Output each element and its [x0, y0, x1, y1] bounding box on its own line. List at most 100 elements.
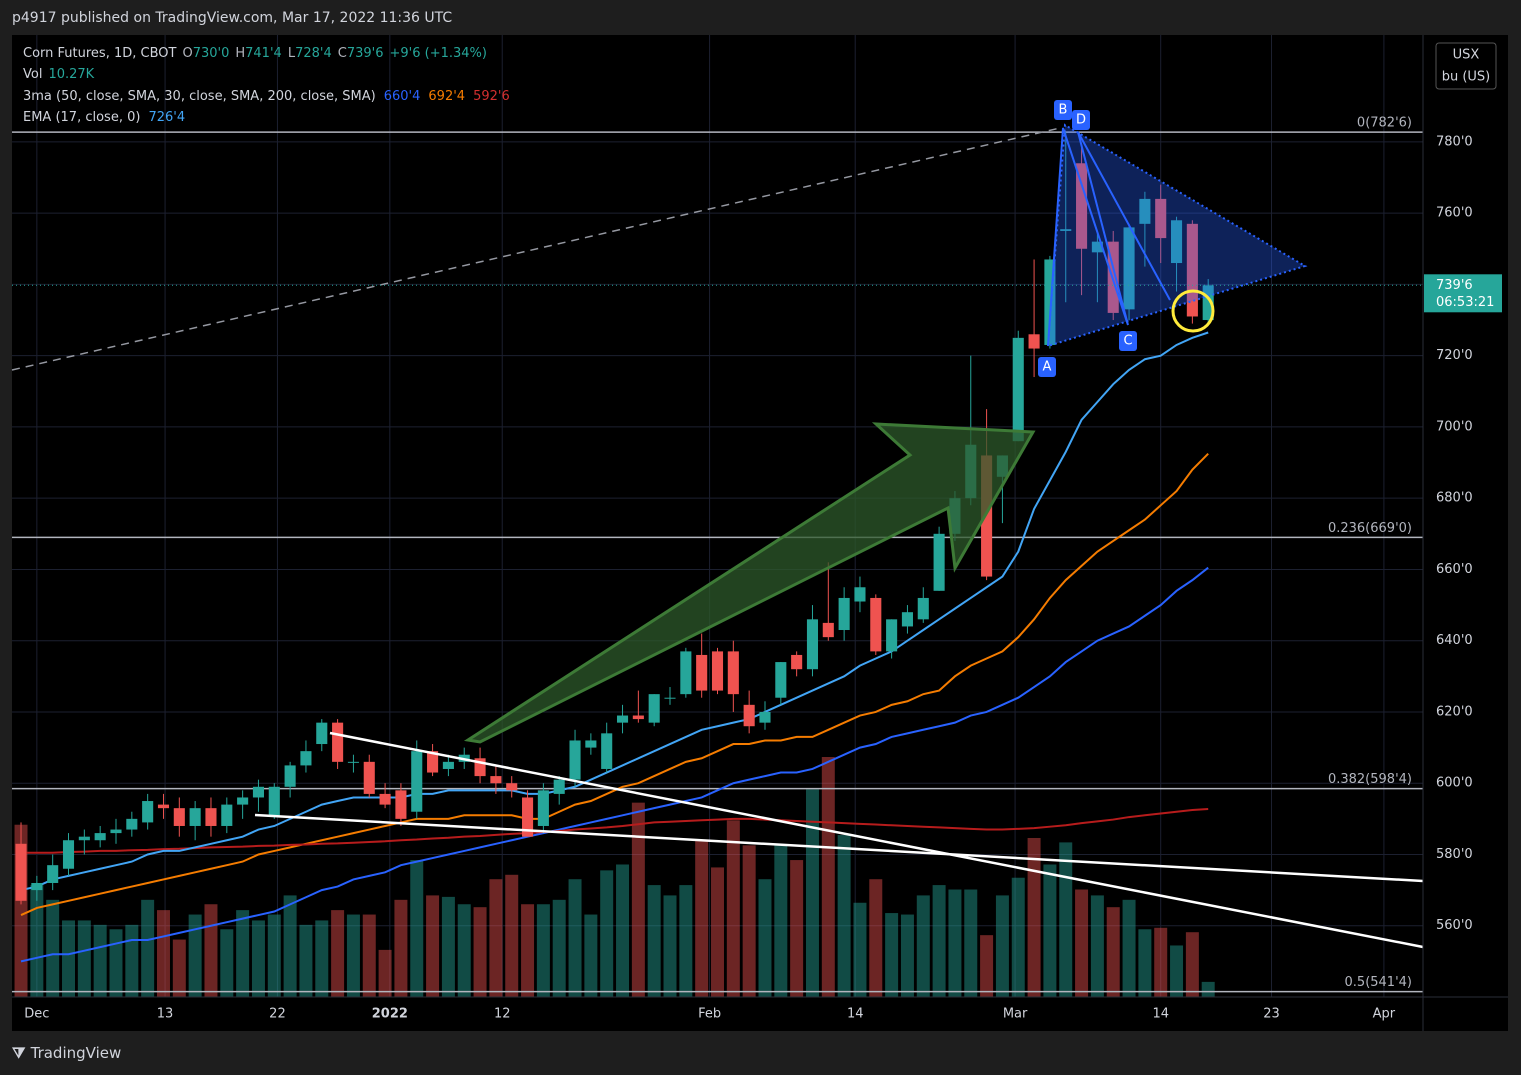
candle-body — [395, 790, 407, 819]
candle-body — [237, 797, 249, 805]
volume-bar — [188, 914, 202, 997]
ma-name: 3ma (50, close, SMA, 30, close, SMA, 200… — [23, 89, 376, 104]
currency: USX — [1453, 48, 1480, 63]
ema-name: EMA (17, close, 0) — [23, 110, 140, 125]
candle-body — [62, 840, 75, 869]
volume-bar — [220, 929, 234, 997]
volume-bar — [1043, 864, 1057, 997]
candle-body — [284, 765, 296, 787]
volume-bar — [932, 885, 946, 997]
countdown: 06:53:21 — [1436, 295, 1494, 310]
volume-bar — [584, 914, 598, 997]
ohlc-value: 741'4 — [245, 46, 282, 61]
ma-value: 660'4 — [384, 89, 421, 104]
point-marker — [1054, 100, 1072, 120]
candle-body — [870, 597, 882, 652]
volume-bar — [869, 879, 883, 997]
y-tick-label: 580'0 — [1436, 847, 1473, 862]
volume-bar — [726, 820, 740, 997]
y-tick-label: 640'0 — [1436, 633, 1473, 648]
candle-body — [347, 761, 359, 763]
volume-bar — [695, 839, 709, 997]
point-label: A — [1043, 360, 1052, 375]
x-tick-label: Mar — [1003, 1007, 1028, 1022]
x-tick-label: 22 — [269, 1007, 286, 1022]
fib-label: 0.5(541'4) — [1345, 975, 1412, 990]
ma-value: 592'6 — [473, 89, 510, 104]
ohlc-name: L — [288, 46, 296, 61]
candle-body — [917, 597, 929, 620]
last-price-box — [1424, 274, 1502, 313]
volume-bar — [473, 907, 487, 997]
ohlc-value: 739'6 — [347, 46, 384, 61]
legend-row: Corn Futures, 1D, CBOT O730'0 H741'4 L728'4… — [23, 46, 487, 61]
volume-bar — [172, 939, 186, 997]
volume-bar — [663, 895, 677, 997]
volume-bar — [1122, 899, 1136, 997]
volume-bar — [457, 904, 471, 997]
candle-body — [759, 711, 771, 723]
candle-body — [537, 790, 549, 826]
volume-bar — [980, 935, 994, 997]
candle-body — [648, 694, 660, 723]
candle-body — [363, 761, 375, 794]
legend: Corn Futures, 1D, CBOT O730'0 H741'4 L728'4… — [23, 46, 510, 125]
candle-body — [15, 843, 27, 901]
volume-bar — [790, 860, 804, 997]
candle-body — [78, 836, 90, 841]
y-tick-label: 700'0 — [1436, 419, 1473, 434]
ohlc-name: C — [338, 46, 347, 61]
change: +9'6 (+1.34%) — [389, 46, 486, 61]
candle-body — [854, 587, 866, 602]
point-label: B — [1059, 103, 1068, 118]
volume-bar — [821, 757, 835, 997]
candle-body — [901, 612, 913, 627]
volume-bar — [805, 789, 819, 997]
candle-body — [1012, 337, 1024, 442]
last-price-label: 739'6 — [1436, 278, 1473, 293]
candle-body — [1060, 229, 1072, 231]
volume-bar — [964, 889, 978, 997]
volume-bar — [900, 914, 914, 997]
volume-bar — [916, 895, 930, 997]
candle-body — [933, 533, 945, 591]
volume-bar — [46, 899, 60, 997]
volume-bar — [995, 895, 1009, 997]
candle-body — [126, 818, 138, 830]
volume-bar — [1059, 842, 1073, 997]
volume-bar — [758, 879, 772, 997]
volume-bar — [236, 910, 250, 997]
currency-box[interactable] — [1435, 42, 1497, 90]
volume-bar — [853, 902, 867, 997]
volume-name: Vol — [23, 67, 42, 82]
y-tick-label: 660'0 — [1436, 562, 1473, 577]
ohlc-value: 730'0 — [193, 46, 230, 61]
candle-body — [616, 715, 629, 723]
volume-bar — [410, 860, 424, 997]
volume-value: 10.27K — [48, 67, 94, 82]
y-tick-label: 780'0 — [1436, 134, 1473, 149]
chart-panel — [12, 35, 1508, 1031]
candle-body — [1202, 285, 1214, 321]
highlight-circle — [1171, 289, 1215, 333]
trend-line — [254, 813, 1424, 883]
ohlc-value: 728'4 — [295, 46, 332, 61]
volume-bar — [536, 904, 550, 997]
volume-bar — [568, 879, 582, 997]
point-marker — [1072, 110, 1090, 130]
volume-bar — [1185, 932, 1199, 997]
candle-body — [664, 697, 676, 699]
dashed-trend-line — [11, 127, 1061, 371]
x-tick-label: 14 — [847, 1007, 864, 1022]
ohlc-name: O — [182, 46, 192, 61]
volume-bar — [251, 920, 265, 997]
volume-bar — [616, 864, 630, 997]
ma-line — [21, 808, 1209, 854]
candle-body — [601, 733, 613, 769]
candle-body — [442, 761, 454, 769]
ma-line — [20, 452, 1209, 916]
candle-body — [981, 455, 993, 577]
volume-bar — [631, 802, 645, 997]
header-title: p4917 published on TradingView.com, Mar … — [12, 10, 452, 26]
volume-bar — [426, 895, 440, 997]
